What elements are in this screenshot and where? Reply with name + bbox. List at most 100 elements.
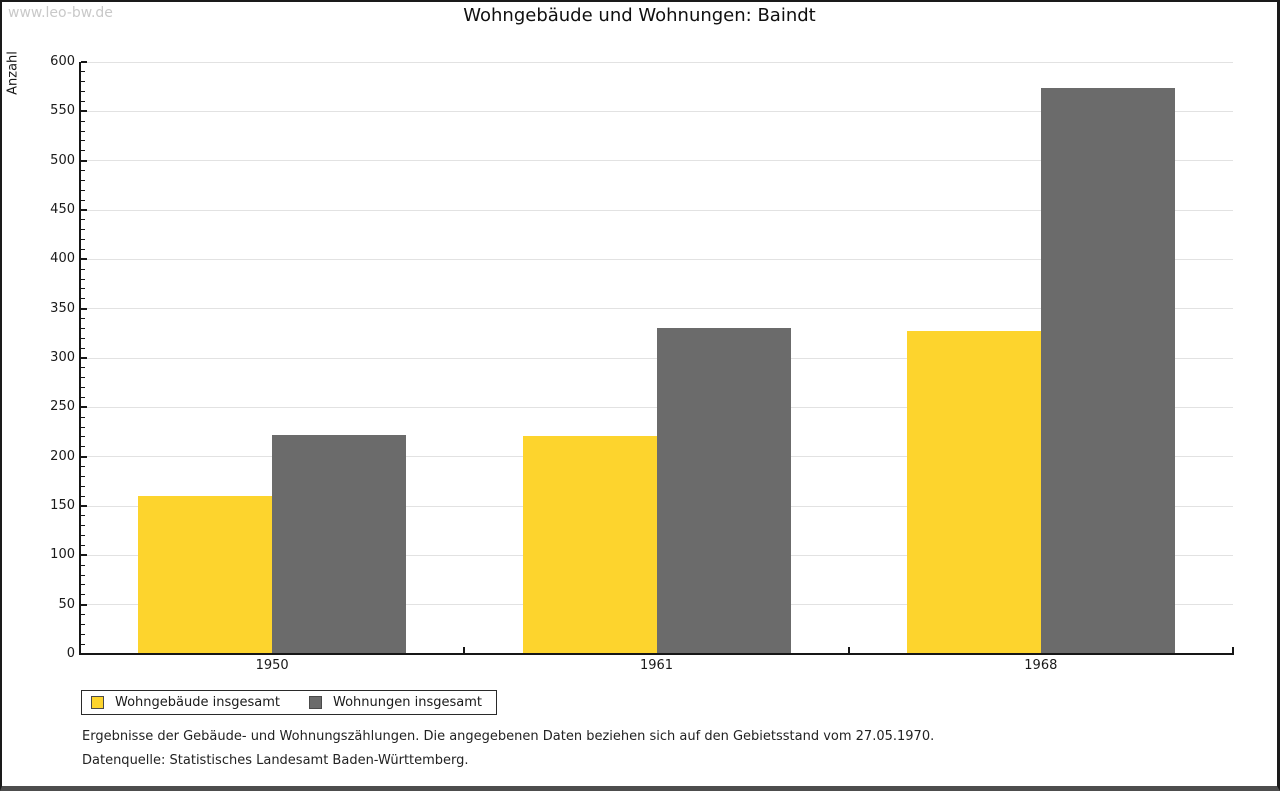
- y-major-tick: [81, 554, 87, 557]
- footer-source: Datenquelle: Statistisches Landesamt Bad…: [82, 753, 469, 768]
- y-minor-tick: [81, 219, 85, 221]
- y-major-tick: [81, 159, 87, 162]
- legend-item: Wohngebäude insgesamt: [91, 695, 280, 710]
- y-tick-label: 600: [50, 54, 75, 69]
- y-minor-tick: [81, 633, 85, 635]
- y-major-tick: [81, 307, 87, 310]
- y-minor-tick: [81, 239, 85, 241]
- y-major-tick: [81, 61, 87, 63]
- legend-label: Wohnungen insgesamt: [333, 695, 482, 710]
- y-minor-tick: [81, 150, 85, 152]
- legend-label: Wohngebäude insgesamt: [115, 695, 280, 710]
- x-tick: [463, 647, 466, 653]
- y-tick-label: 350: [50, 300, 75, 316]
- y-major-tick: [81, 258, 87, 261]
- y-minor-tick: [81, 446, 85, 448]
- y-minor-tick: [81, 170, 85, 172]
- y-minor-tick: [81, 140, 85, 142]
- bar-wohngebäude-1968: [906, 331, 1041, 654]
- y-tick-label: 0: [66, 646, 75, 661]
- y-major-tick: [81, 357, 87, 359]
- y-minor-tick: [81, 387, 85, 389]
- y-minor-tick: [81, 278, 85, 280]
- y-minor-tick: [81, 367, 85, 369]
- y-minor-tick: [81, 179, 85, 181]
- bar-wohnungen-1968: [1040, 87, 1175, 654]
- legend-item: Wohnungen insgesamt: [309, 695, 482, 710]
- y-minor-tick: [81, 535, 85, 537]
- y-minor-tick: [81, 81, 85, 83]
- y-tick-label: 50: [58, 596, 75, 612]
- y-tick-label: 550: [50, 103, 75, 119]
- legend-swatch: [309, 696, 322, 709]
- legend-swatch: [91, 696, 104, 709]
- y-minor-tick: [81, 623, 85, 625]
- y-minor-tick: [81, 564, 85, 566]
- y-minor-tick: [81, 268, 85, 270]
- y-minor-tick: [81, 347, 85, 349]
- y-minor-tick: [81, 199, 85, 201]
- chart-title: Wohngebäude und Wohnungen: Baindt: [463, 5, 816, 26]
- y-major-tick: [81, 406, 87, 409]
- y-minor-tick: [81, 614, 85, 616]
- gridline: [80, 110, 1233, 112]
- y-minor-tick: [81, 337, 85, 339]
- y-minor-tick: [81, 327, 85, 329]
- y-minor-tick: [81, 416, 85, 418]
- y-tick-label: 450: [50, 202, 75, 217]
- y-minor-tick: [81, 485, 85, 487]
- y-minor-tick: [81, 643, 85, 645]
- y-minor-tick: [81, 525, 85, 527]
- y-minor-tick: [81, 436, 85, 438]
- y-tick-label: 400: [50, 251, 75, 267]
- y-minor-tick: [81, 229, 85, 231]
- gridline: [80, 258, 1233, 260]
- y-minor-tick: [81, 515, 85, 517]
- y-tick-label: 250: [50, 399, 75, 415]
- y-major-tick: [81, 110, 87, 113]
- x-tick-label: 1961: [639, 658, 674, 673]
- y-minor-tick: [81, 594, 85, 596]
- y-minor-tick: [81, 71, 85, 73]
- plot-area: [79, 61, 1234, 655]
- y-major-tick: [81, 455, 87, 458]
- gridline: [80, 308, 1233, 310]
- y-axis-line: [79, 62, 81, 655]
- footer-note: Ergebnisse der Gebäude- und Wohnungszähl…: [82, 729, 935, 744]
- y-tick-label: 200: [50, 448, 75, 464]
- gridline: [80, 160, 1233, 162]
- x-tick: [1232, 647, 1234, 653]
- y-minor-tick: [81, 100, 85, 102]
- bar-wohnungen-1950: [272, 434, 407, 654]
- y-minor-tick: [81, 475, 85, 477]
- y-major-tick: [81, 505, 87, 507]
- y-minor-tick: [81, 574, 85, 576]
- x-tick-label: 1950: [255, 658, 289, 673]
- y-minor-tick: [81, 426, 85, 428]
- bar-wohngebäude-1950: [138, 496, 273, 654]
- x-tick: [847, 647, 850, 653]
- y-minor-tick: [81, 544, 85, 546]
- y-minor-tick: [81, 248, 85, 250]
- y-tick-label: 300: [50, 350, 75, 365]
- y-minor-tick: [81, 298, 85, 300]
- y-tick-label: 100: [50, 547, 75, 563]
- y-minor-tick: [81, 495, 85, 497]
- watermark: www.leo-bw.de: [8, 5, 113, 21]
- gridline: [80, 209, 1233, 211]
- y-minor-tick: [81, 91, 85, 93]
- gridline: [80, 61, 1233, 63]
- bar-wohngebäude-1961: [522, 435, 657, 654]
- y-major-tick: [81, 209, 87, 211]
- x-axis-line: [79, 653, 1234, 655]
- y-minor-tick: [81, 130, 85, 132]
- y-minor-tick: [81, 396, 85, 398]
- y-minor-tick: [81, 288, 85, 290]
- y-minor-tick: [81, 377, 85, 379]
- y-minor-tick: [81, 466, 85, 468]
- x-tick-label: 1968: [1024, 658, 1058, 673]
- y-minor-tick: [81, 120, 85, 122]
- y-axis-title: Anzahl: [5, 51, 21, 95]
- legend: Wohngebäude insgesamt Wohnungen insgesamt: [81, 690, 497, 715]
